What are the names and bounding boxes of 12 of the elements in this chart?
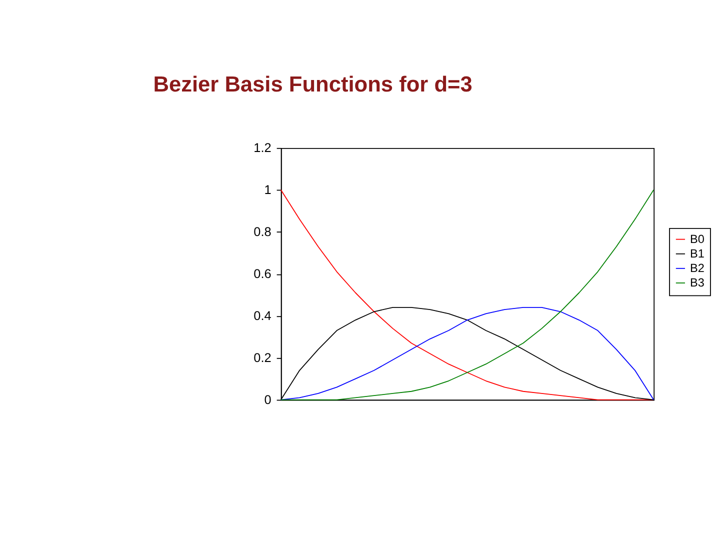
y-tick-label: 1.2	[254, 140, 272, 156]
y-tick-label: 0.2	[254, 350, 272, 365]
legend-label: B2	[690, 261, 704, 276]
legend-label: B3	[690, 276, 705, 290]
y-tick-label: 0.6	[254, 266, 272, 281]
y-tick-label: 0.4	[254, 308, 272, 323]
legend-label: B1	[690, 246, 704, 260]
y-tick-label: 1	[264, 182, 272, 198]
legend-label: B0	[690, 232, 705, 246]
y-tick-label: 0	[264, 392, 272, 407]
y-tick-label: 0.8	[254, 224, 272, 239]
chart-title: Bezier Basis Functions for d=3	[153, 72, 472, 97]
